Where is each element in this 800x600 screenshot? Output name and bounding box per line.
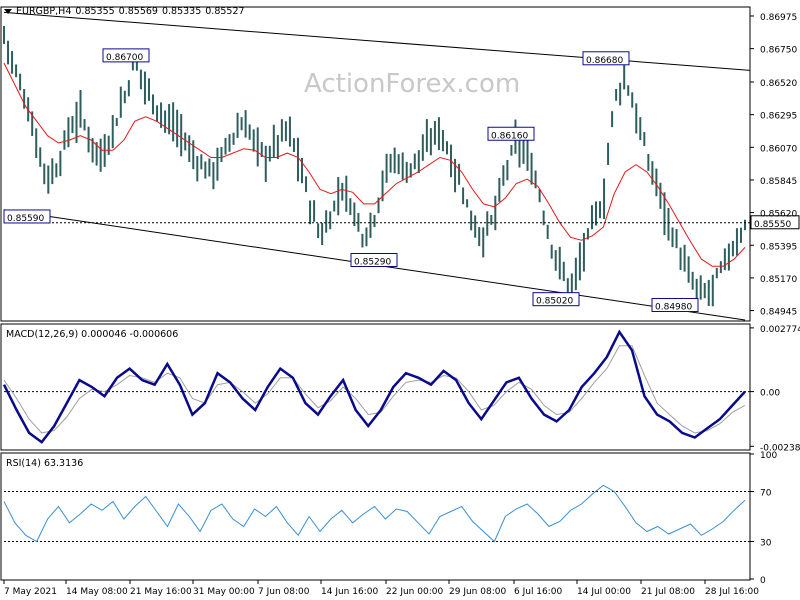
level-label: 0.85020 xyxy=(536,297,573,307)
x-tick-label: 28 Jul 16:00 xyxy=(705,587,759,597)
macd-tick-label: 0.002774 xyxy=(760,325,800,335)
rsi-tick-label: 30 xyxy=(760,539,772,549)
level-label: 0.85290 xyxy=(354,258,391,268)
current-price-label: 0.85550 xyxy=(754,220,791,230)
current-price-box xyxy=(750,215,800,230)
price-tick-label: 0.86750 xyxy=(760,46,797,56)
x-tick-label: 14 May 08:00 xyxy=(66,587,128,597)
x-tick-label: 7 May 2021 xyxy=(4,587,57,597)
macd-panel-frame xyxy=(0,323,751,451)
price-tick-label: 0.86295 xyxy=(760,112,797,122)
price-tick-label: 0.85170 xyxy=(760,275,797,285)
level-label-box xyxy=(651,297,699,312)
price-tick-label: 0.84945 xyxy=(760,308,797,318)
x-tick-label: 31 May 00:00 xyxy=(193,587,255,597)
rsi-title: RSI(14) 63.3136 xyxy=(6,458,83,469)
macd-tick-label: -0.002383 xyxy=(760,443,800,453)
level-label-box xyxy=(102,48,150,63)
rsi-tick-label: 0 xyxy=(760,576,766,586)
level-label-box xyxy=(3,209,51,224)
price-tick-label: 0.85845 xyxy=(760,177,797,187)
level-label: 0.84980 xyxy=(655,302,692,312)
moving-average-line xyxy=(3,62,746,267)
level-label-box xyxy=(532,292,580,307)
macd-tick-label: 0.00 xyxy=(760,389,780,399)
macd-signal-line xyxy=(3,345,746,434)
level-label-box xyxy=(487,126,535,141)
dropdown-triangle-icon xyxy=(4,9,12,14)
x-tick-label: 29 Jun 08:00 xyxy=(449,587,506,597)
x-tick-label: 6 Jul 16:00 xyxy=(514,587,563,597)
level-label: 0.86700 xyxy=(106,53,143,63)
rsi-tick-label: 70 xyxy=(760,489,772,499)
rsi-tick-label: 100 xyxy=(760,451,777,461)
level-label: 0.86160 xyxy=(491,131,528,141)
watermark: ActionForex.com xyxy=(304,69,520,99)
x-tick-label: 14 Jul 00:00 xyxy=(577,587,631,597)
price-tick-label: 0.85620 xyxy=(760,210,797,220)
x-tick-label: 7 Jun 08:00 xyxy=(258,587,310,597)
price-tick-label: 0.86520 xyxy=(760,79,797,89)
price-tick-label: 0.86070 xyxy=(760,144,797,154)
x-tick-label: 22 Jun 00:00 xyxy=(386,587,443,597)
level-label: 0.86680 xyxy=(586,56,623,66)
x-tick-label: 14 Jun 16:00 xyxy=(321,587,378,597)
x-tick-label: 21 Jul 08:00 xyxy=(641,587,695,597)
price-tick-label: 0.85395 xyxy=(760,242,797,252)
macd-title: MACD(12,26,9) 0.000046 -0.000606 xyxy=(6,329,178,340)
level-label: 0.85590 xyxy=(7,214,44,224)
level-label-box xyxy=(582,51,630,66)
rsi-panel-frame xyxy=(0,452,751,581)
level-label-box xyxy=(350,253,398,268)
macd-line xyxy=(2,329,746,444)
x-tick-label: 21 May 16:00 xyxy=(130,587,192,597)
price-tick-label: 0.86975 xyxy=(760,13,797,23)
price-title: EURGBP,H4 0.85355 0.85569 0.85335 0.85527 xyxy=(16,6,245,17)
rsi-line xyxy=(3,484,746,543)
